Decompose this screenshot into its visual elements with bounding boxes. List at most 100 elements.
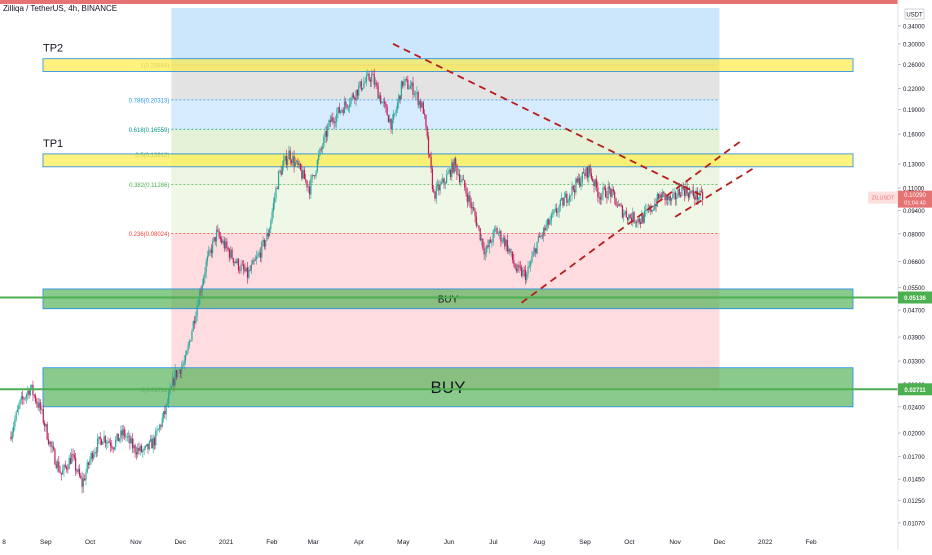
y-tick-label: 0.08000 (903, 232, 925, 238)
candle-body (677, 188, 679, 198)
y-tick-label: 0.01250 (903, 499, 925, 505)
candle-body (102, 441, 104, 445)
candle-body (374, 82, 377, 85)
candle-body (614, 191, 616, 199)
candle-body (380, 95, 382, 104)
candle-body (483, 247, 485, 255)
candle-body (624, 211, 626, 214)
candle-body (665, 195, 667, 201)
x-tick-label: Nov (130, 539, 142, 546)
candle-body (157, 428, 159, 430)
candle-body (511, 251, 514, 261)
candle-body (290, 160, 293, 163)
candle-body (638, 218, 640, 223)
candle-body (668, 195, 670, 200)
candle-body (64, 464, 66, 467)
candle-body (162, 411, 165, 419)
fib-band (171, 184, 720, 234)
y-tick-label: 0.26000 (903, 63, 925, 69)
zone-label: BUY (438, 294, 459, 305)
candle-body (595, 179, 598, 188)
candle-body (252, 260, 254, 265)
trendline[interactable] (520, 140, 741, 304)
candle-body (517, 264, 519, 272)
candle-body (303, 170, 306, 180)
candle-body (38, 402, 41, 408)
candle-body (324, 131, 326, 137)
candle-body (615, 198, 617, 206)
candle-body (455, 158, 457, 166)
candle-body (389, 118, 391, 123)
candle-body (660, 194, 662, 198)
candle-body (429, 153, 431, 158)
candle-body (561, 197, 563, 200)
zone[interactable] (42, 58, 854, 72)
candle-body (695, 190, 697, 200)
price-axis: 0.34000 0.30000 0.26000 0.22000 0.19000 0.160… (868, 0, 932, 550)
zone-label: BUY (431, 378, 466, 397)
candle-body (292, 156, 294, 163)
candle-body (475, 216, 477, 226)
candle-body (590, 173, 593, 179)
candle-body (174, 370, 176, 386)
candle-body (405, 79, 408, 80)
x-tick-label: Oct (85, 539, 95, 546)
candle-body (378, 95, 381, 99)
candle-body (240, 264, 242, 271)
symbol-title: Zilliqa / TetherUS, 4h, BINANCE (3, 4, 118, 13)
zone[interactable] (42, 288, 854, 310)
candle-body (29, 387, 31, 396)
candle-body (427, 136, 430, 154)
candle-body (27, 390, 29, 395)
candle-body (246, 267, 249, 278)
candle-body (183, 361, 185, 365)
candle-body (683, 188, 686, 196)
candle-body (107, 441, 109, 443)
trendline[interactable] (674, 166, 756, 218)
y-tick-label: 0.03300 (903, 360, 925, 366)
candle-body (539, 236, 541, 238)
candle-body (457, 174, 459, 175)
candle-body (460, 180, 462, 183)
level-badge[interactable] (898, 291, 932, 304)
candle-body (28, 390, 30, 396)
y-tick-label: 0.06600 (903, 260, 925, 266)
candle-body (19, 399, 21, 406)
candle-body (89, 459, 91, 465)
candle-body (377, 85, 379, 99)
level-badge[interactable] (898, 383, 932, 396)
candle-body (285, 155, 287, 166)
candle-body (431, 168, 434, 190)
candle-body (352, 94, 355, 98)
candle-body (234, 261, 236, 263)
currency-label: USDT (906, 13, 923, 19)
candle-body (414, 93, 417, 95)
candle-body (129, 435, 131, 444)
candle-body (467, 195, 470, 202)
candle-body (345, 101, 347, 105)
candle-body (80, 475, 82, 478)
candle-body (470, 201, 472, 209)
candle-body (398, 95, 400, 103)
candle-body (661, 191, 664, 198)
candle-body (528, 265, 530, 268)
price-badge[interactable] (898, 190, 932, 208)
candle-body (571, 186, 573, 195)
candle-body (302, 170, 304, 179)
candle-body (655, 203, 657, 207)
candle-body (390, 118, 392, 130)
candle-body (471, 207, 474, 209)
zone[interactable] (42, 153, 854, 168)
candle-body (218, 231, 220, 237)
candle-body (307, 186, 309, 188)
candle-body (294, 162, 296, 167)
candle-body (425, 114, 427, 127)
candle-body (575, 178, 577, 193)
candle-body (77, 468, 79, 472)
candle-body (78, 468, 81, 476)
candle-body (346, 104, 348, 108)
candle-body (439, 183, 441, 191)
trendline[interactable] (392, 43, 704, 197)
